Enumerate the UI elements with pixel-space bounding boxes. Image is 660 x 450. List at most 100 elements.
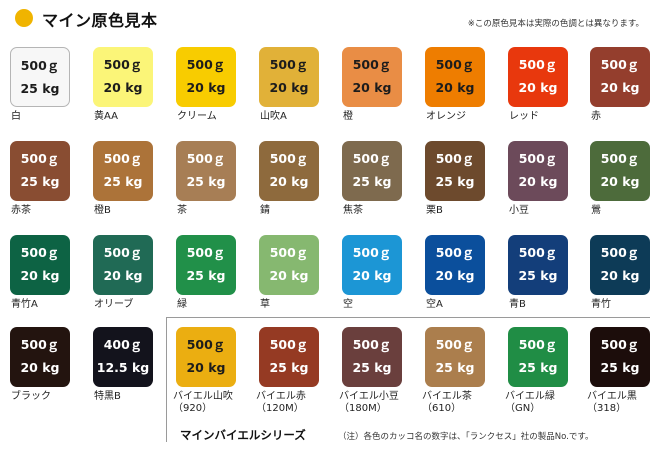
sample-weight: 400ｇ [103,337,143,352]
color-swatch: 500ｇ 25 kg [425,327,485,387]
sample-weight: 500ｇ [435,245,475,260]
swatch-label: 赤茶 [11,205,31,216]
sample-weight: 500ｇ [352,57,392,72]
series-swatch-label: バイエル黒 [587,391,637,402]
series-product-code: （120M） [256,403,304,414]
sample-weight: 500ｇ [600,57,640,72]
series-swatch-label: バイエル小豆 [339,391,399,402]
swatch-label: 青竹A [11,299,38,310]
sample-weight: 500ｇ [20,58,60,73]
pack-size: 25 kg [186,174,226,189]
sample-weight: 500ｇ [600,337,640,352]
pack-size: 25 kg [435,174,475,189]
swatch-label: 空 [343,299,353,310]
sample-weight: 500ｇ [518,337,558,352]
color-swatch: 500ｇ 20 kg [590,141,650,201]
swatch-label: 特黒B [94,391,121,402]
pack-size: 25 kg [352,174,392,189]
pack-size: 20 kg [103,268,143,283]
page-title: マイン原色見本 [42,11,158,30]
color-swatch: 500ｇ 25 kg [425,141,485,201]
swatch-label: オレンジ [426,111,466,122]
pack-size: 20 kg [352,80,392,95]
swatch-label: 小豆 [509,205,529,216]
series-swatch-label: バイエル山吹 [173,391,233,402]
pack-size: 20 kg [600,174,640,189]
pack-size: 25 kg [20,174,60,189]
pack-size: 20 kg [518,174,558,189]
pack-size: 25 kg [600,360,640,375]
sample-weight: 500ｇ [600,245,640,260]
sample-weight: 500ｇ [435,337,475,352]
color-swatch: 500ｇ 20 kg [93,47,153,107]
pack-size: 20 kg [186,360,226,375]
pack-size: 20 kg [600,268,640,283]
sample-weight: 500ｇ [186,151,226,166]
pack-size: 20 kg [352,268,392,283]
sample-weight: 500ｇ [352,245,392,260]
color-swatch: 500ｇ 20 kg [508,47,568,107]
sample-weight: 500ｇ [103,57,143,72]
swatch-label: 橙 [343,111,353,122]
swatch-label: 橙B [94,205,111,216]
sample-weight: 500ｇ [269,151,309,166]
color-swatch: 500ｇ 20 kg [10,235,70,295]
sample-weight: 500ｇ [269,57,309,72]
pack-size: 20 kg [103,80,143,95]
pack-size: 20 kg [269,174,309,189]
pack-size: 20 kg [269,268,309,283]
series-divider-vertical [166,317,167,442]
swatch-label: 青竹 [591,299,611,310]
series-product-code: （318） [587,403,627,414]
swatch-label: ブラック [11,391,51,402]
title-bullet-icon [15,9,33,27]
pack-size: 25 kg [435,360,475,375]
sample-weight: 500ｇ [600,151,640,166]
color-swatch: 500ｇ 25 kg [342,327,402,387]
color-swatch: 500ｇ 20 kg [93,235,153,295]
pack-size: 25 kg [103,174,143,189]
swatch-label: 錆 [260,205,270,216]
color-swatch: 500ｇ 20 kg [259,235,319,295]
color-swatch: 500ｇ 25 kg [259,327,319,387]
sample-weight: 500ｇ [20,245,60,260]
series-swatch-label: バイエル赤 [256,391,306,402]
color-swatch: 500ｇ 20 kg [590,235,650,295]
pack-size: 20 kg [600,80,640,95]
sample-weight: 500ｇ [103,151,143,166]
swatch-label: 白 [11,111,21,122]
pack-size: 25 kg [518,268,558,283]
pack-size: 20 kg [186,80,226,95]
color-swatch: 500ｇ 25 kg [590,327,650,387]
color-swatch: 500ｇ 20 kg [176,47,236,107]
color-swatch: 500ｇ 20 kg [342,235,402,295]
sample-weight: 500ｇ [269,245,309,260]
swatch-label: 空A [426,299,443,310]
color-swatch: 500ｇ 25 kg [10,141,70,201]
color-swatch: 500ｇ 25 kg [93,141,153,201]
pack-size: 20 kg [20,268,60,283]
series-product-code: （610） [422,403,462,414]
color-swatch: 500ｇ 20 kg [590,47,650,107]
color-disclaimer: ※この原色見本は実際の色調とは異なります。 [467,19,644,29]
color-swatch: 500ｇ 25 kg [176,141,236,201]
sample-weight: 500ｇ [518,245,558,260]
sample-weight: 500ｇ [186,337,226,352]
swatch-label: 草 [260,299,270,310]
pack-size: 20 kg [518,80,558,95]
pack-size: 20 kg [435,80,475,95]
series-product-code: （920） [173,403,213,414]
swatch-label: 青B [509,299,526,310]
sample-weight: 500ｇ [352,151,392,166]
swatch-label: 緑 [177,299,187,310]
series-divider-horizontal [166,317,650,318]
sample-weight: 500ｇ [518,57,558,72]
color-swatch: 500ｇ 25 kg [176,235,236,295]
sample-weight: 500ｇ [435,57,475,72]
sample-weight: 500ｇ [269,337,309,352]
swatch-label: 赤 [591,111,601,122]
series-product-code: （180M） [339,403,387,414]
swatch-label: オリーブ [94,299,134,310]
color-swatch: 500ｇ 25 kg [508,327,568,387]
color-swatch: 500ｇ 20 kg [425,235,485,295]
